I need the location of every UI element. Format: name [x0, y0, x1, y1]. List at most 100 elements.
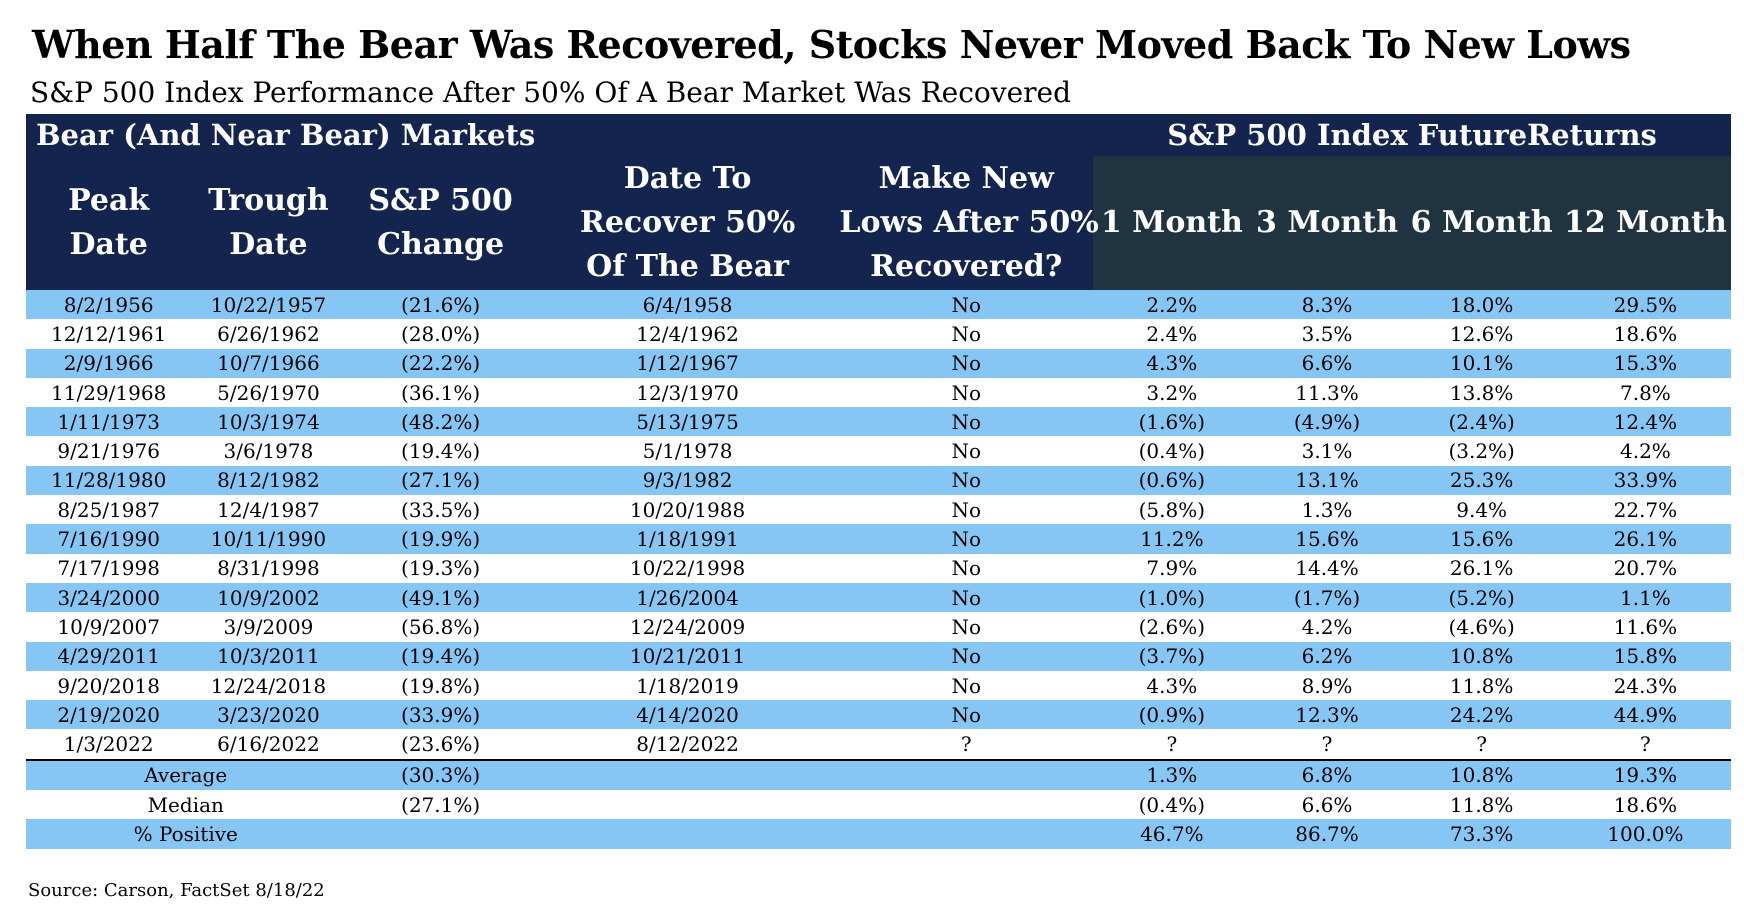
summary-return: 46.7% [1093, 819, 1251, 849]
summary-return: 6.8% [1250, 758, 1404, 791]
table-cell: 9/3/1982 [535, 465, 840, 496]
summary-return: 10.8% [1403, 758, 1560, 791]
table-cell: No [839, 495, 1094, 525]
table-cell: 10.1% [1403, 348, 1560, 378]
table-cell: (33.5%) [345, 495, 536, 525]
summary-return: 1.3% [1093, 758, 1251, 791]
table-cell: 26.1% [1403, 553, 1560, 583]
table-cell: ? [839, 729, 1094, 760]
table-cell: (19.3%) [345, 553, 536, 583]
table-cell: 2/9/1966 [26, 348, 192, 378]
column-header-line: Of The Bear [586, 249, 789, 284]
table-row: 11/28/1980 8/12/1982 (27.1%) 9/3/1982 No (0.6… [26, 465, 1731, 496]
summary-return: 18.6% [1559, 790, 1731, 820]
table-cell: No [839, 670, 1094, 701]
group-header-future-returns: S&P 500 Index FutureReturns [1093, 114, 1731, 156]
table-cell: No [839, 553, 1094, 583]
table-cell: (0.6%) [1093, 465, 1251, 496]
summary-blank [535, 758, 1094, 791]
table-cell: 25.3% [1403, 465, 1560, 496]
table-cell: (3.2%) [1403, 436, 1560, 466]
column-header-line: Recover 50% [579, 205, 796, 240]
column-header-line: Date [69, 227, 148, 262]
table-cell: (3.7%) [1093, 641, 1251, 671]
summary-change: (27.1%) [345, 790, 536, 820]
table-cell: 13.8% [1403, 377, 1560, 408]
column-header: 6 Month [1403, 156, 1560, 290]
table-cell: 18.6% [1559, 319, 1731, 349]
column-header-line: 3 Month [1256, 205, 1399, 240]
table-cell: 24.3% [1559, 670, 1731, 701]
table-cell: 12/12/1961 [26, 319, 192, 349]
summary-blank [535, 790, 1094, 820]
table-cell: 12.4% [1559, 407, 1731, 437]
summary-label: Average [26, 758, 346, 791]
table-cell: No [839, 407, 1094, 437]
column-header-line: Date [229, 227, 308, 262]
table-cell: 11.8% [1403, 670, 1560, 701]
table-cell: (27.1%) [345, 465, 536, 496]
summary-row: % Positive 46.7% 86.7% 73.3% 100.0% [26, 819, 1731, 849]
summary-return: 86.7% [1250, 819, 1404, 849]
table-cell: (33.9%) [345, 700, 536, 730]
table-cell: (4.6%) [1403, 612, 1560, 642]
summary-row: Median (27.1%) (0.4%) 6.6% 11.8% 18.6% [26, 790, 1731, 820]
table-cell: 1/26/2004 [535, 582, 840, 613]
table-cell: No [839, 290, 1094, 320]
summary-row: Average (30.3%) 1.3% 6.8% 10.8% 19.3% [26, 758, 1731, 791]
summary-label: % Positive [26, 819, 346, 849]
table-cell: 3/23/2020 [191, 700, 346, 730]
table-cell: (2.4%) [1403, 407, 1560, 437]
table-cell: 1.3% [1250, 495, 1404, 525]
table-cell: 5/1/1978 [535, 436, 840, 466]
table-cell: No [839, 582, 1094, 613]
table-cell: No [839, 377, 1094, 408]
table-cell: (21.6%) [345, 290, 536, 320]
table-cell: 10/21/2011 [535, 641, 840, 671]
table-cell: (19.9%) [345, 524, 536, 554]
summary-return: (0.4%) [1093, 790, 1251, 820]
table-cell: ? [1093, 729, 1251, 760]
table-cell: 8/12/2022 [535, 729, 840, 760]
table-cell: 4.2% [1559, 436, 1731, 466]
table-cell: 10/20/1988 [535, 495, 840, 525]
table-cell: 2/19/2020 [26, 700, 192, 730]
table-cell: 26.1% [1559, 524, 1731, 554]
column-header: Date To Recover 50% Of The Bear [535, 156, 840, 290]
table-cell: No [839, 465, 1094, 496]
table-cell: 1.1% [1559, 582, 1731, 613]
table-cell: 1/18/1991 [535, 524, 840, 554]
table-cell: 3.5% [1250, 319, 1404, 349]
table-cell: 3.2% [1093, 377, 1251, 408]
table-cell: 1/11/1973 [26, 407, 192, 437]
column-header: Make New Lows After 50% Recovered? [839, 156, 1099, 290]
table-cell: 6.2% [1250, 641, 1404, 671]
chart-title: When Half The Bear Was Recovered, Stocks… [32, 22, 1631, 67]
table-cell: 18.0% [1403, 290, 1560, 320]
table-row: 11/29/1968 5/26/1970 (36.1%) 12/3/1970 No 3.2… [26, 377, 1731, 408]
summary-label: Median [26, 790, 346, 820]
table-cell: (19.4%) [345, 641, 536, 671]
table-cell: 2.2% [1093, 290, 1251, 320]
column-header-line: Peak [68, 183, 150, 218]
table-cell: 3/6/1978 [191, 436, 346, 466]
table-cell: (0.4%) [1093, 436, 1251, 466]
source-note: Source: Carson, FactSet 8/18/22 [28, 880, 325, 901]
table-cell: 7.8% [1559, 377, 1731, 408]
table-cell: No [839, 700, 1094, 730]
table-row: 2/9/1966 10/7/1966 (22.2%) 1/12/1967 No 4.3% 6… [26, 348, 1731, 378]
column-header-line: Recovered? [870, 249, 1063, 284]
table-cell: 4/14/2020 [535, 700, 840, 730]
table-cell: 9/21/1976 [26, 436, 192, 466]
table-row: 7/16/1990 10/11/1990 (19.9%) 1/18/1991 No 11.… [26, 524, 1731, 554]
table-cell: ? [1250, 729, 1404, 760]
table-cell: 6/26/1962 [191, 319, 346, 349]
table-cell: 44.9% [1559, 700, 1731, 730]
summary-return: 100.0% [1559, 819, 1731, 849]
table-cell: 10/7/1966 [191, 348, 346, 378]
table-cell: 22.7% [1559, 495, 1731, 525]
table-cell: 24.2% [1403, 700, 1560, 730]
table-row: 7/17/1998 8/31/1998 (19.3%) 10/22/1998 No 7.9… [26, 553, 1731, 583]
column-header-line: 6 Month [1410, 205, 1553, 240]
column-header: 3 Month [1250, 156, 1404, 290]
